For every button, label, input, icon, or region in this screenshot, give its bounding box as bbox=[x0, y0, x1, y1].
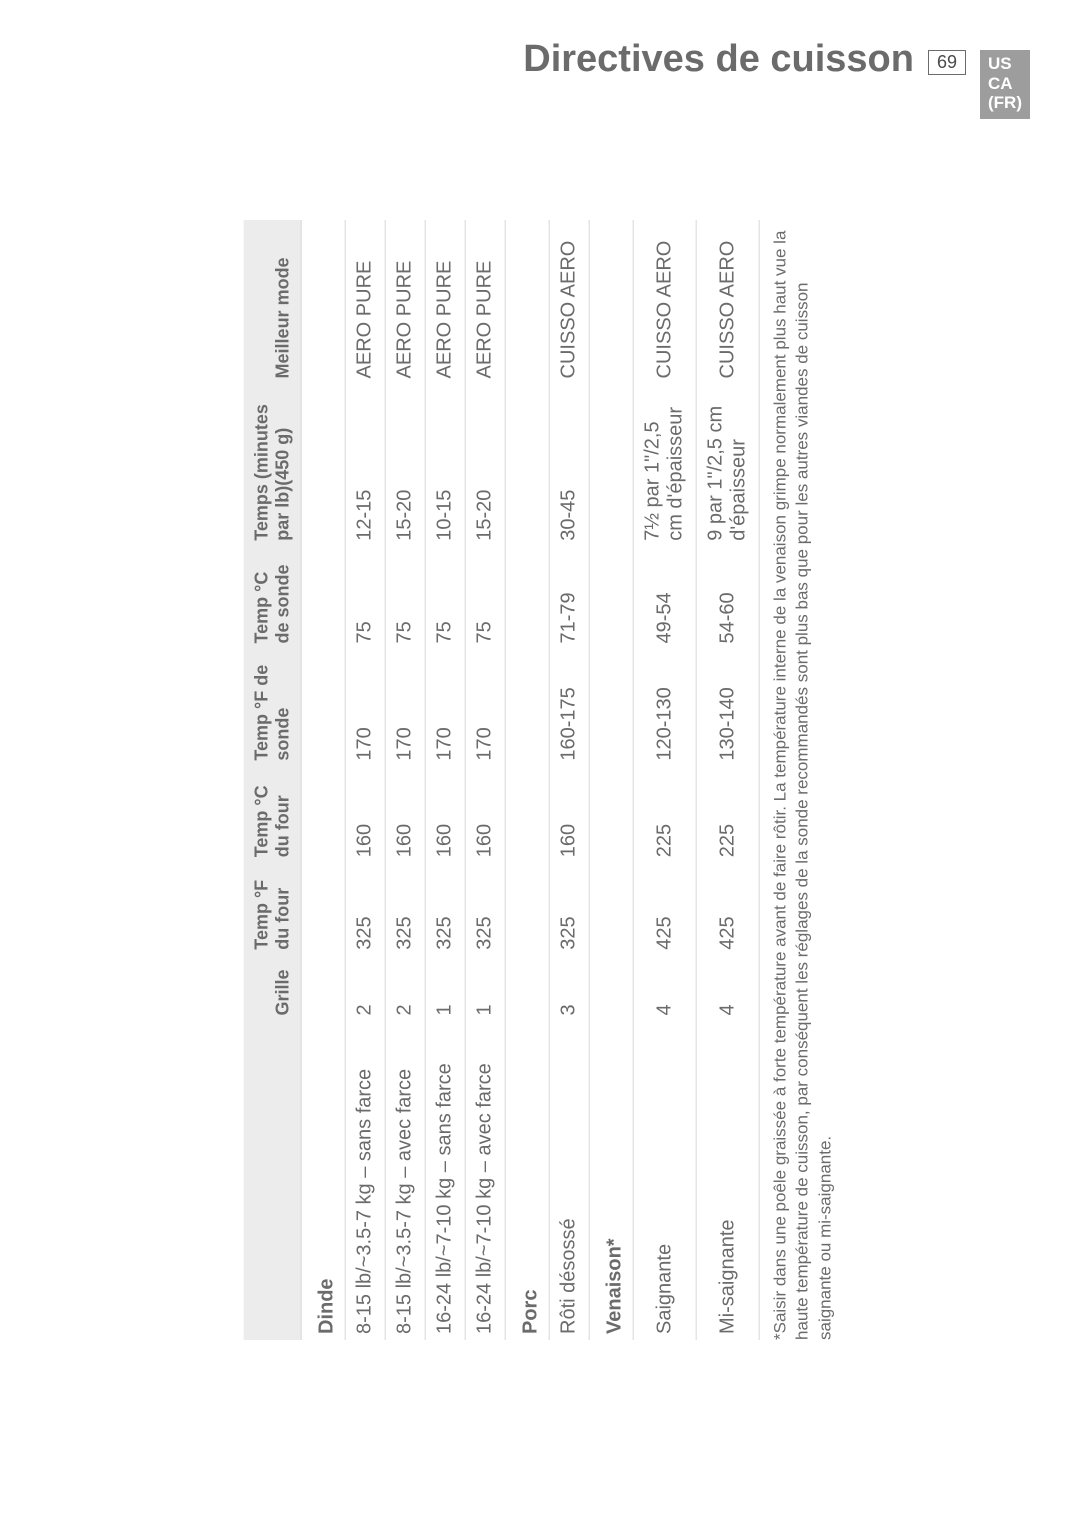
table-row: Rôti désossé 3 325 160 160-175 71-79 30-… bbox=[550, 220, 590, 1340]
cell-pf: 170 bbox=[466, 650, 506, 767]
section-head: Porc bbox=[506, 220, 550, 1340]
col-grille: Grille bbox=[244, 956, 302, 1022]
cell-pc: 71-79 bbox=[550, 547, 590, 650]
cell-grille: 2 bbox=[386, 956, 426, 1022]
col-temp-f: Temp °F du four bbox=[244, 863, 302, 955]
page-title: Directives de cuisson bbox=[523, 38, 914, 81]
cell-grille: 2 bbox=[346, 956, 386, 1022]
cell-mode: CUISSO AERO bbox=[550, 220, 590, 384]
locale-badge: US CA (FR) bbox=[980, 50, 1030, 119]
cell-name: Rôti désossé bbox=[550, 1021, 590, 1340]
cell-pc: 49-54 bbox=[634, 547, 697, 650]
col-probe-c: Temp °C de sonde bbox=[244, 547, 302, 650]
cell-pf: 170 bbox=[346, 650, 386, 767]
cell-name: Mi-saignante bbox=[697, 1021, 760, 1340]
table-row: 8-15 lb/~3.5-7 kg – sans farce 2 325 160… bbox=[346, 220, 386, 1340]
cell-name: 16-24 lb/~7-10 kg – sans farce bbox=[426, 1021, 466, 1340]
cell-mode: AERO PURE bbox=[426, 220, 466, 384]
table-body: Dinde 8-15 lb/~3.5-7 kg – sans farce 2 3… bbox=[302, 220, 760, 1340]
cell-tf: 325 bbox=[426, 863, 466, 955]
cell-mode: AERO PURE bbox=[466, 220, 506, 384]
col-name bbox=[244, 1021, 302, 1340]
cell-pc: 54-60 bbox=[697, 547, 760, 650]
cell-pf: 160-175 bbox=[550, 650, 590, 767]
cell-pf: 120-130 bbox=[634, 650, 697, 767]
cell-tf: 425 bbox=[697, 863, 760, 955]
table-row: Saignante 4 425 225 120-130 49-54 7½ par… bbox=[634, 220, 697, 1340]
cell-pc: 75 bbox=[426, 547, 466, 650]
page-number-box: 69 bbox=[928, 50, 966, 75]
cell-pc: 75 bbox=[346, 547, 386, 650]
cell-tc: 160 bbox=[426, 767, 466, 864]
cell-grille: 3 bbox=[550, 956, 590, 1022]
col-mode: Meilleur mode bbox=[244, 220, 302, 384]
cell-grille: 1 bbox=[426, 956, 466, 1022]
col-time: Temps (minutes par lb)(450 g) bbox=[244, 384, 302, 546]
col-probe-f: Temp °F de sonde bbox=[244, 650, 302, 767]
table-row: 16-24 lb/~7-10 kg – avec farce 1 325 160… bbox=[466, 220, 506, 1340]
section-title: Dinde bbox=[302, 220, 346, 1340]
cell-mode: AERO PURE bbox=[386, 220, 426, 384]
cell-grille: 1 bbox=[466, 956, 506, 1022]
cell-time: 10-15 bbox=[426, 384, 466, 546]
cell-tf: 325 bbox=[550, 863, 590, 955]
cell-tc: 160 bbox=[346, 767, 386, 864]
cell-tf: 325 bbox=[386, 863, 426, 955]
cell-tf: 425 bbox=[634, 863, 697, 955]
cell-pf: 170 bbox=[386, 650, 426, 767]
cooking-table: Grille Temp °F du four Temp °C du four T… bbox=[244, 220, 760, 1340]
cell-time: 15-20 bbox=[466, 384, 506, 546]
cell-tc: 160 bbox=[466, 767, 506, 864]
section-title: Venaison* bbox=[590, 220, 634, 1340]
section-head: Venaison* bbox=[590, 220, 634, 1340]
cell-grille: 4 bbox=[697, 956, 760, 1022]
table-container: Grille Temp °F du four Temp °C du four T… bbox=[244, 220, 837, 1340]
cell-tc: 225 bbox=[697, 767, 760, 864]
col-temp-c: Temp °C du four bbox=[244, 767, 302, 864]
cell-time: 9 par 1"/2,5 cm d'épaisseur bbox=[697, 384, 760, 546]
table-row: 8-15 lb/~3.5-7 kg – avec farce 2 325 160… bbox=[386, 220, 426, 1340]
table-row: Mi-saignante 4 425 225 130-140 54-60 9 p… bbox=[697, 220, 760, 1340]
cell-name: 16-24 lb/~7-10 kg – avec farce bbox=[466, 1021, 506, 1340]
cell-tf: 325 bbox=[346, 863, 386, 955]
table-head: Grille Temp °F du four Temp °C du four T… bbox=[244, 220, 302, 1340]
cell-name: 8-15 lb/~3.5-7 kg – avec farce bbox=[386, 1021, 426, 1340]
cell-time: 15-20 bbox=[386, 384, 426, 546]
locale-line: (FR) bbox=[988, 93, 1022, 113]
cell-pf: 130-140 bbox=[697, 650, 760, 767]
cell-tc: 225 bbox=[634, 767, 697, 864]
section-title: Porc bbox=[506, 220, 550, 1340]
cell-pc: 75 bbox=[386, 547, 426, 650]
cell-time: 12-15 bbox=[346, 384, 386, 546]
cell-mode: CUISSO AERO bbox=[697, 220, 760, 384]
cell-tc: 160 bbox=[550, 767, 590, 864]
cell-pc: 75 bbox=[466, 547, 506, 650]
cell-grille: 4 bbox=[634, 956, 697, 1022]
table-row: 16-24 lb/~7-10 kg – sans farce 1 325 160… bbox=[426, 220, 466, 1340]
cell-pf: 170 bbox=[426, 650, 466, 767]
cell-tf: 325 bbox=[466, 863, 506, 955]
section-head: Dinde bbox=[302, 220, 346, 1340]
cell-mode: CUISSO AERO bbox=[634, 220, 697, 384]
cell-time: 30-45 bbox=[550, 384, 590, 546]
footnote: *Saisir dans une poêle graissée à forte … bbox=[770, 220, 836, 1340]
cell-time: 7½ par 1"/2,5 cm d'épaisseur bbox=[634, 384, 697, 546]
locale-line: CA bbox=[988, 74, 1022, 94]
cell-name: Saignante bbox=[634, 1021, 697, 1340]
cell-tc: 160 bbox=[386, 767, 426, 864]
cell-name: 8-15 lb/~3.5-7 kg – sans farce bbox=[346, 1021, 386, 1340]
locale-line: US bbox=[988, 54, 1022, 74]
cell-mode: AERO PURE bbox=[346, 220, 386, 384]
page-header: Directives de cuisson 69 US CA (FR) bbox=[523, 38, 1030, 119]
